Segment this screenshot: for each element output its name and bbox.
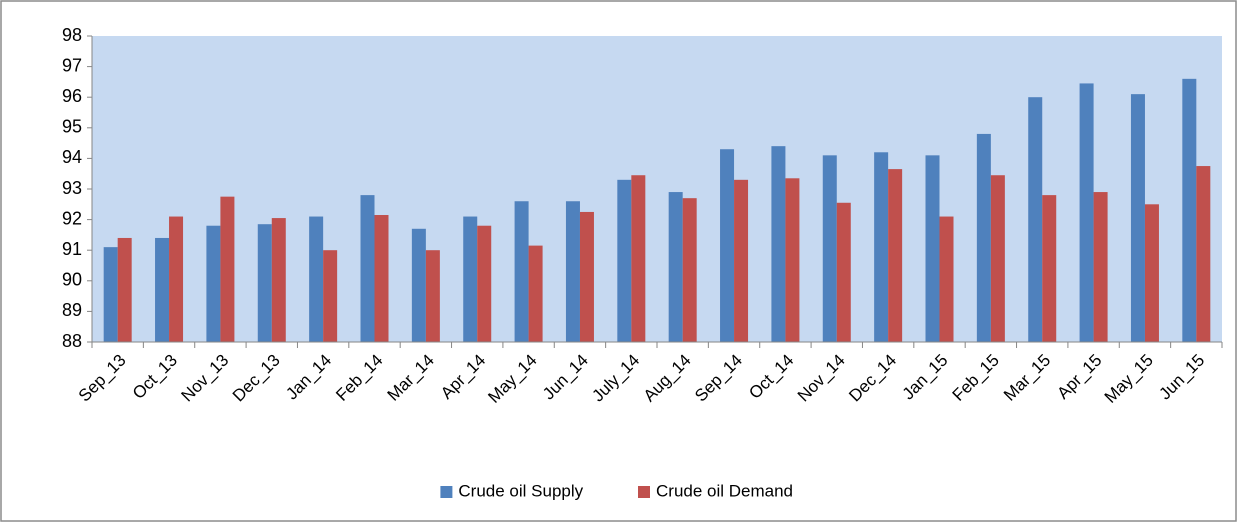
y-tick-label: 94 xyxy=(62,147,82,167)
bar xyxy=(888,169,903,342)
bar xyxy=(169,216,184,342)
legend-label: Crude oil Demand xyxy=(656,481,793,500)
y-tick-label: 92 xyxy=(62,208,82,228)
legend-swatch xyxy=(638,486,650,498)
y-tick-label: 97 xyxy=(62,55,82,75)
bar xyxy=(1093,192,1108,342)
bar xyxy=(836,202,851,342)
bar xyxy=(785,178,800,342)
bar xyxy=(1196,166,1211,342)
bar xyxy=(411,228,426,342)
bar xyxy=(206,225,221,342)
bar xyxy=(939,216,954,342)
bar xyxy=(271,218,286,342)
bar xyxy=(668,192,683,342)
bar xyxy=(477,225,492,342)
bar xyxy=(528,245,543,342)
bar xyxy=(257,224,272,342)
y-tick-label: 98 xyxy=(62,25,82,45)
bar xyxy=(220,196,235,342)
bar xyxy=(1079,83,1094,343)
y-tick-label: 93 xyxy=(62,178,82,198)
bar xyxy=(103,247,118,342)
bar xyxy=(579,211,594,342)
bar xyxy=(1144,204,1159,342)
y-tick-label: 88 xyxy=(62,331,82,351)
legend-swatch xyxy=(440,486,453,498)
bar xyxy=(925,155,940,342)
bar xyxy=(425,250,440,342)
y-tick-label: 90 xyxy=(62,270,82,290)
bar xyxy=(822,155,837,342)
bar xyxy=(1130,94,1145,342)
bar xyxy=(682,198,697,342)
bar xyxy=(1028,97,1043,342)
y-tick-label: 91 xyxy=(62,239,82,259)
bar xyxy=(463,216,478,342)
bar xyxy=(117,237,132,342)
bar xyxy=(874,152,889,342)
bar xyxy=(617,179,632,342)
bar xyxy=(734,179,749,342)
bar xyxy=(976,133,991,342)
bar xyxy=(631,175,646,342)
bar xyxy=(309,216,324,342)
bar xyxy=(1042,195,1057,342)
y-tick-label: 96 xyxy=(62,86,82,106)
y-tick-label: 89 xyxy=(62,300,82,320)
bar xyxy=(360,195,375,342)
bar xyxy=(323,250,338,342)
bar xyxy=(374,215,389,342)
legend-label: Crude oil Supply xyxy=(458,481,583,500)
bar xyxy=(565,201,580,342)
bar xyxy=(771,146,786,342)
y-tick-label: 95 xyxy=(62,117,82,137)
bar xyxy=(1182,78,1197,342)
bar xyxy=(514,201,529,342)
bar xyxy=(720,149,735,342)
bar xyxy=(155,237,170,342)
bar xyxy=(990,175,1005,342)
